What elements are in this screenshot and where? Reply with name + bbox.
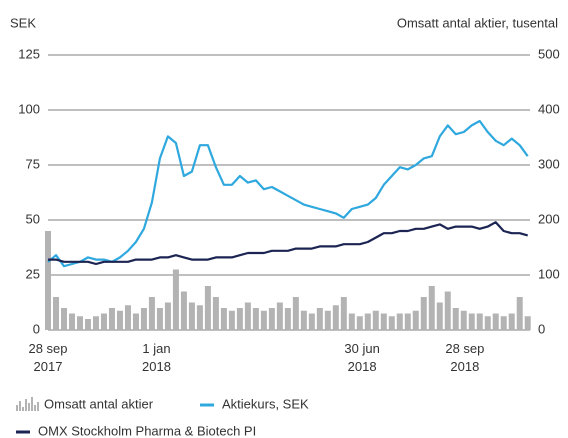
volume-bar bbox=[308, 313, 315, 330]
volume-bar bbox=[508, 313, 515, 330]
volume-bar bbox=[476, 313, 483, 330]
legend-swatch bbox=[28, 403, 30, 411]
volume-bar bbox=[60, 308, 67, 330]
volume-bar bbox=[436, 302, 443, 330]
volume-bar bbox=[124, 305, 131, 330]
volume-bar bbox=[244, 302, 251, 330]
legend-swatch bbox=[31, 397, 33, 411]
volume-bar bbox=[228, 310, 235, 330]
volume-bar bbox=[460, 310, 467, 330]
volume-bar bbox=[220, 308, 227, 330]
volume-bar bbox=[92, 316, 99, 330]
price-line bbox=[47, 119, 529, 268]
volume-bar bbox=[164, 302, 171, 330]
volume-bar bbox=[84, 319, 91, 330]
volume-bar bbox=[348, 313, 355, 330]
x-tick-label: 28 sep 2017 bbox=[28, 341, 67, 374]
volume-bar bbox=[156, 308, 163, 330]
volume-bar bbox=[284, 308, 291, 330]
volume-bar bbox=[340, 297, 347, 330]
volume-bar bbox=[316, 308, 323, 330]
legend-label: Aktiekurs, SEK bbox=[222, 396, 309, 411]
volume-bar bbox=[300, 310, 307, 330]
y2-tick-label: 500 bbox=[538, 46, 560, 61]
legend-swatch bbox=[16, 405, 18, 411]
x-tick-label: 28 sep 2018 bbox=[445, 341, 484, 374]
volume-bar bbox=[452, 308, 459, 330]
volume-bar bbox=[172, 269, 179, 330]
y2-tick-label: 100 bbox=[538, 266, 560, 281]
volume-bar bbox=[52, 297, 59, 330]
legend-swatch bbox=[22, 407, 24, 411]
volume-bar bbox=[252, 308, 259, 330]
volume-bar bbox=[140, 308, 147, 330]
volume-bar bbox=[332, 305, 339, 330]
y2-tick-label: 200 bbox=[538, 211, 560, 226]
legend-label: OMX Stockholm Pharma & Biotech PI bbox=[38, 423, 256, 438]
volume-bar bbox=[396, 313, 403, 330]
y2-tick-label: 0 bbox=[538, 321, 545, 336]
y-tick-label: 0 bbox=[33, 321, 40, 336]
legend-swatch bbox=[25, 399, 27, 411]
volume-bar bbox=[212, 297, 219, 330]
volume-bar bbox=[404, 313, 411, 330]
volume-bar bbox=[492, 313, 499, 330]
volume-bar bbox=[132, 313, 139, 330]
y2-axis-title: Omsatt antal aktier, tusental bbox=[397, 15, 558, 30]
y-axis-title: SEK bbox=[10, 15, 36, 30]
volume-bar bbox=[45, 231, 51, 330]
volume-bar bbox=[516, 297, 523, 330]
volume-bar bbox=[196, 305, 203, 330]
volume-bar bbox=[356, 316, 363, 330]
volume-bar bbox=[100, 313, 107, 330]
legend-label: Omsatt antal aktier bbox=[44, 396, 154, 411]
volume-bar bbox=[428, 286, 435, 330]
volume-bar bbox=[380, 313, 387, 330]
volume-bar bbox=[188, 302, 195, 330]
y-tick-label: 100 bbox=[18, 101, 40, 116]
volume-bar bbox=[68, 313, 75, 330]
volume-bar bbox=[260, 310, 267, 330]
x-tick-label: 30 jun 2018 bbox=[344, 341, 379, 374]
volume-bar bbox=[420, 297, 427, 330]
legend-swatch bbox=[34, 405, 36, 411]
volume-bar bbox=[468, 313, 475, 330]
volume-bar bbox=[268, 308, 275, 330]
volume-bar bbox=[292, 297, 299, 330]
legend-swatch bbox=[37, 402, 39, 411]
volume-bar bbox=[108, 308, 115, 330]
volume-bar bbox=[412, 310, 419, 330]
y2-tick-label: 300 bbox=[538, 156, 560, 171]
volume-bar bbox=[276, 302, 283, 330]
grid bbox=[48, 54, 530, 331]
y-tick-label: 50 bbox=[26, 211, 40, 226]
volume-bar bbox=[484, 316, 491, 330]
volume-bar bbox=[444, 291, 451, 330]
legend-swatch bbox=[19, 401, 21, 411]
volume-bar bbox=[324, 310, 331, 330]
x-tick-label: 1 jan 2018 bbox=[142, 341, 171, 374]
volume-bar bbox=[180, 291, 187, 330]
volume-bar bbox=[148, 297, 155, 330]
volume-bar bbox=[388, 316, 395, 330]
volume-bar bbox=[372, 310, 379, 330]
volume-bar bbox=[204, 286, 211, 330]
volume-bar bbox=[76, 316, 83, 330]
y2-tick-label: 400 bbox=[538, 101, 560, 116]
y-tick-label: 75 bbox=[26, 156, 40, 171]
price-line bbox=[48, 221, 528, 266]
y-tick-label: 25 bbox=[26, 266, 40, 281]
volume-bar bbox=[236, 308, 243, 330]
volume-bar bbox=[500, 316, 507, 330]
volume-bar bbox=[116, 310, 123, 330]
volume-bar bbox=[524, 316, 531, 330]
y-tick-label: 125 bbox=[18, 46, 40, 61]
volume-bar bbox=[364, 313, 371, 330]
